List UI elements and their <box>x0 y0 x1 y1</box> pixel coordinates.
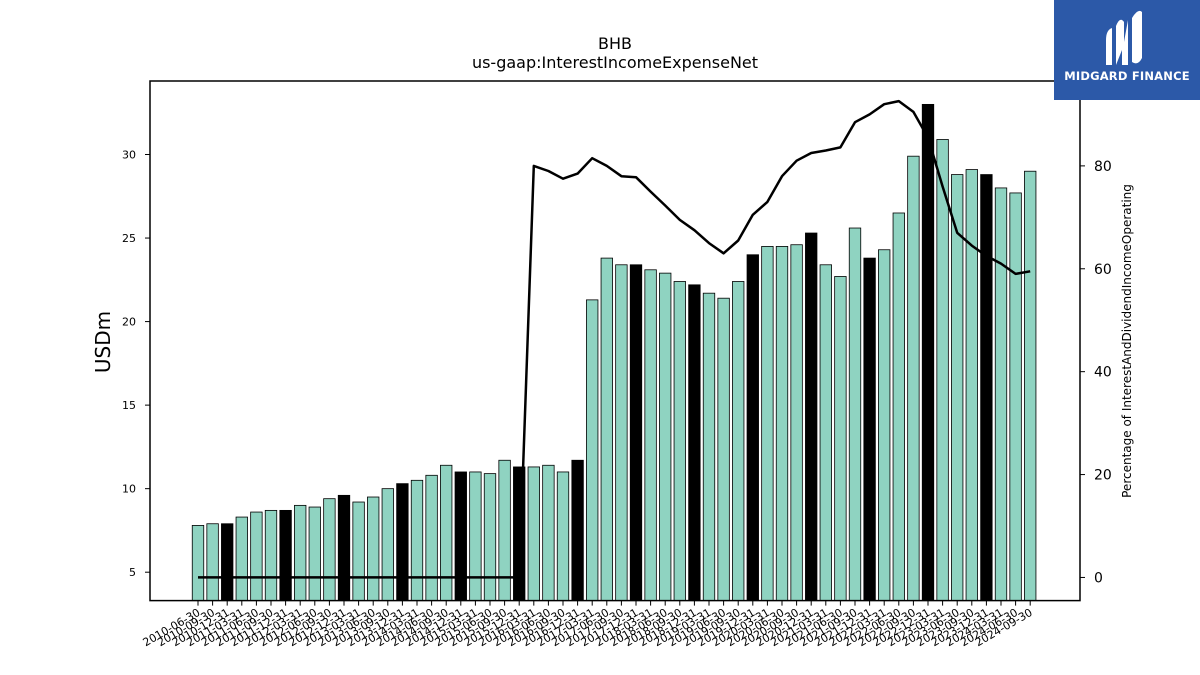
bar-2017-06-30 <box>600 257 613 602</box>
bar-2019-12-31 <box>746 254 759 601</box>
bar-2024-03-31 <box>994 187 1008 602</box>
chart-title: BHB <box>598 34 632 53</box>
bar-2011-12-31 <box>279 509 292 601</box>
y-tick-label: 30 <box>122 149 136 162</box>
bar-2016-12-31 <box>571 459 584 601</box>
y-tick-label: 5 <box>129 566 136 579</box>
bar-2021-09-30 <box>848 227 862 602</box>
bar-2023-03-31 <box>936 139 949 602</box>
bar-2022-06-30 <box>892 212 905 601</box>
bar-2024-06-30 <box>1009 192 1022 602</box>
bar-2023-12-31 <box>980 174 993 601</box>
bar-2020-03-31 <box>761 246 774 601</box>
bar-2016-09-30 <box>556 471 570 602</box>
bar-2015-06-30 <box>483 473 497 601</box>
y2-tick-label: 20 <box>1094 468 1112 484</box>
bar-2017-09-30 <box>615 264 628 602</box>
bar-2018-03-31 <box>644 269 657 602</box>
y-tick-label: 25 <box>122 232 136 245</box>
bar-2015-09-30 <box>498 459 511 601</box>
bar-2020-09-30 <box>790 244 803 602</box>
bar-2017-03-31 <box>586 299 599 602</box>
y-tick-label: 10 <box>122 483 136 496</box>
bar-2011-06-30 <box>250 511 263 601</box>
line-layer <box>198 99 1031 579</box>
bar-2013-03-31 <box>352 501 365 601</box>
bar-2020-12-31 <box>805 232 818 602</box>
bar-2014-09-30 <box>440 464 453 602</box>
bar-2012-06-30 <box>308 506 321 601</box>
bar-2016-03-31 <box>527 466 540 601</box>
logo-text: MIDGARD FINANCE <box>1064 69 1190 83</box>
bar-2019-06-30 <box>717 297 730 602</box>
line-series <box>198 99 1031 579</box>
bar-2017-12-31 <box>629 264 643 602</box>
bar-2022-12-31 <box>921 103 935 602</box>
bar-2014-03-31 <box>410 479 424 602</box>
bar-2021-06-30 <box>834 276 847 602</box>
chart-subtitle: us-gaap:InterestIncomeExpenseNet <box>472 53 758 72</box>
bar-2018-12-31 <box>688 284 701 602</box>
bar-2012-09-30 <box>323 498 336 601</box>
bar-2014-12-31 <box>454 471 467 602</box>
bar-2022-09-30 <box>907 155 920 601</box>
y-tick-label: 20 <box>122 316 136 329</box>
bar-2021-03-31 <box>819 264 832 602</box>
bar-2012-12-31 <box>337 494 351 602</box>
y-axis-label: USDm <box>91 311 115 373</box>
logo-mark-icon <box>1106 10 1142 65</box>
bar-2018-06-30 <box>659 272 672 602</box>
bar-2021-12-31 <box>863 257 876 602</box>
bar-2023-06-30 <box>951 174 964 601</box>
bar-2010-06-30 <box>191 525 205 602</box>
bar-2013-12-31 <box>396 483 409 601</box>
bar-2010-09-30 <box>206 523 219 601</box>
bar-2015-03-31 <box>469 471 482 602</box>
bar-2013-09-30 <box>381 488 394 602</box>
bars-layer <box>191 103 1037 602</box>
bar-2023-09-30 <box>965 169 978 602</box>
y2-tick-label: 40 <box>1094 365 1112 381</box>
y2-tick-label: 80 <box>1094 159 1112 175</box>
bar-2012-03-31 <box>294 504 307 602</box>
bar-2010-12-31 <box>221 523 234 601</box>
bar-2019-09-30 <box>732 281 745 602</box>
y2-tick-label: 0 <box>1094 570 1103 586</box>
bar-2013-06-30 <box>367 496 380 602</box>
plot-frame <box>149 80 1081 602</box>
bar-2019-03-31 <box>702 292 716 602</box>
bar-2016-06-30 <box>542 464 555 602</box>
y2-tick-label: 60 <box>1094 262 1112 278</box>
bar-2018-09-30 <box>673 281 686 602</box>
axes-layer: 510152025300204060802010-06-302010-09-30… <box>122 149 1112 650</box>
bar-2011-09-30 <box>264 509 278 601</box>
midgard-finance-logo: MIDGARD FINANCE <box>1054 0 1200 100</box>
bar-2011-03-31 <box>235 516 248 602</box>
bar-2014-06-30 <box>425 474 438 601</box>
bar-2022-03-31 <box>878 249 891 602</box>
y-tick-label: 15 <box>122 399 136 412</box>
y2-axis-label: Percentage of InterestAndDividendIncomeO… <box>1120 184 1134 498</box>
bar-2020-06-30 <box>775 246 789 601</box>
bar-2024-09-30 <box>1024 170 1037 602</box>
